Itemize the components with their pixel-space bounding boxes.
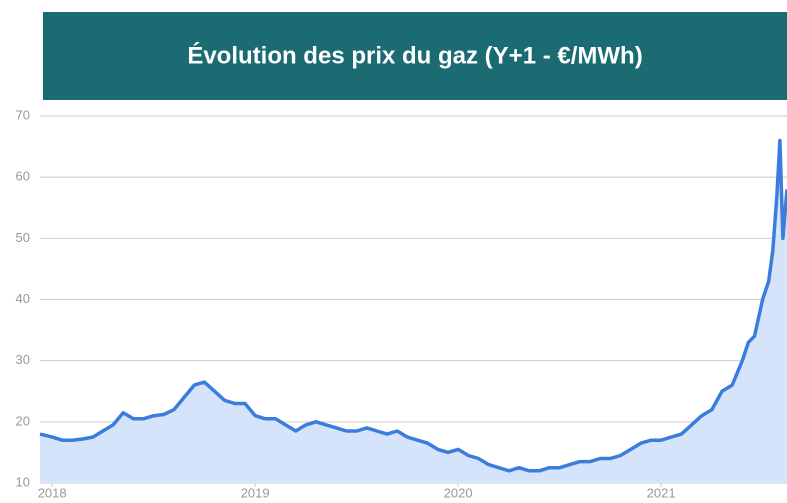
line (39, 138, 787, 473)
y-tick-label: 50 (16, 230, 30, 245)
y-tick-label: 60 (16, 169, 30, 184)
x-tick-label: 2019 (241, 485, 270, 500)
area (40, 140, 787, 483)
title-banner (43, 12, 787, 100)
y-tick-label: 70 (16, 107, 30, 122)
x-tick-label: 2020 (444, 485, 473, 500)
y-tick-label: 40 (16, 291, 30, 306)
y-tick-label: 10 (16, 474, 30, 489)
x-tick-label: 2021 (647, 485, 676, 500)
y-tick-label: 30 (16, 352, 30, 367)
y-tick-label: 20 (16, 413, 30, 428)
chart-title: Évolution des prix du gaz (Y+1 - €/MWh) (187, 41, 642, 69)
x-tick-label: 2018 (38, 485, 67, 500)
